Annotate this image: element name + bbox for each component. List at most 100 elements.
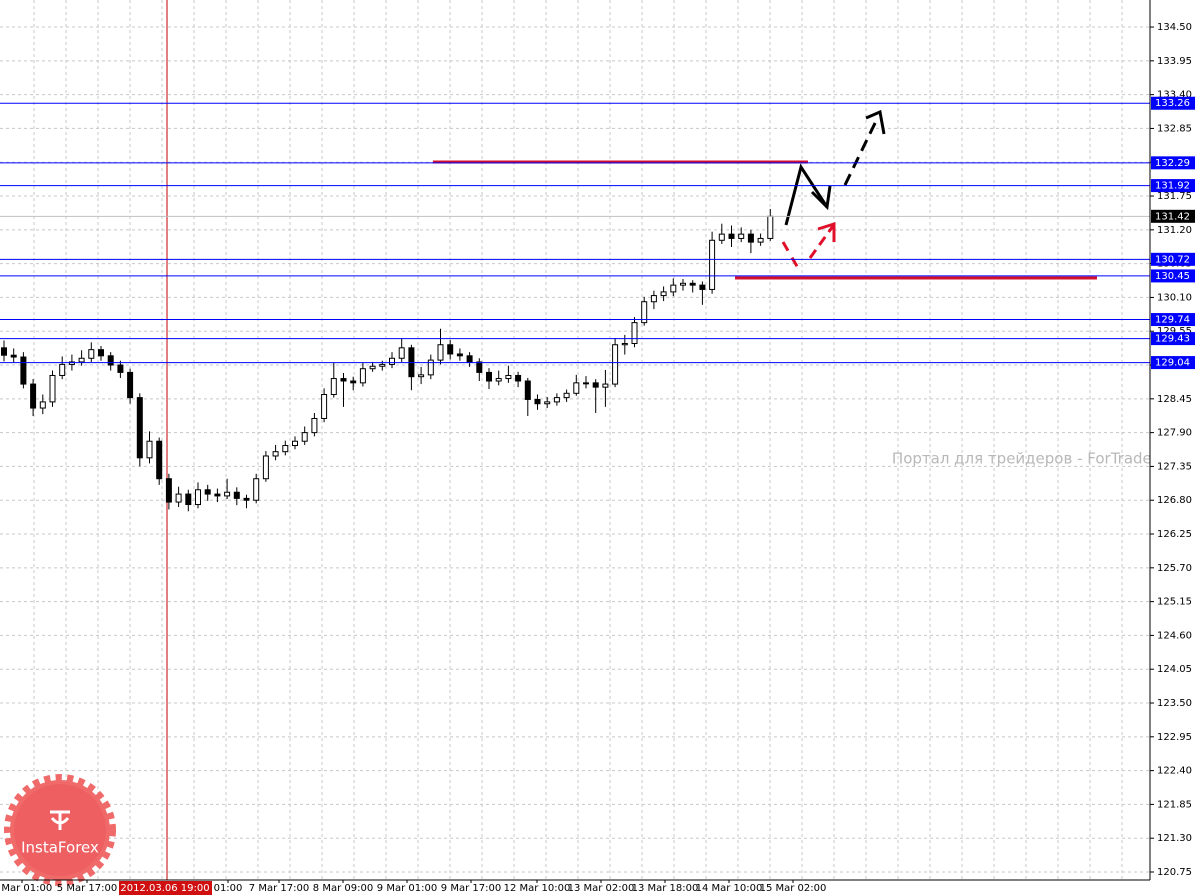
candle-body [262,455,269,480]
candle-body [534,398,541,405]
candle-body [117,364,124,373]
candle-body [583,382,589,385]
candle-body [757,237,764,243]
y-tick-label: 126.25 [1157,529,1192,540]
candle-body [456,353,463,357]
candle-body [233,491,240,499]
alt-arrow [808,225,835,259]
x-tick-label: 8 Mar 09:00 [313,883,373,894]
candle-body [98,349,104,357]
candle-body [505,374,512,380]
y-tick-label: 133.95 [1157,56,1192,67]
candle-body [59,363,66,376]
candle-body [612,344,619,385]
candle-body [670,284,677,293]
candle-body [418,374,425,378]
candle-body [689,282,696,286]
y-tick-label: 127.35 [1157,461,1192,472]
level-label-box [1151,179,1195,193]
watermark: Портал для трейдеров - ForTrader.ru [892,450,1177,468]
candle-body [68,361,75,365]
candles [1,208,774,512]
x-tick-label: 9 Mar 01:00 [377,883,437,894]
level-label: 129.43 [1155,334,1190,345]
y-tick-label: 121.30 [1157,833,1192,844]
levels [0,102,1150,364]
x-tick-label: 13 Mar 18:00 [632,883,699,894]
candle-body [631,322,638,345]
level-label-box [1151,356,1195,370]
level-label: 130.72 [1155,254,1190,265]
y-tick-label: 127.90 [1157,428,1192,439]
candle-body [515,374,522,382]
candle-body [476,361,483,373]
candle-body [718,233,725,241]
candle-body [553,397,560,403]
y-tick-label: 123.50 [1157,698,1192,709]
x-tick-label: 15 Mar 02:00 [760,883,827,894]
x-tick-label: 01:00 [214,883,243,894]
candle-body [544,401,551,405]
level-label-box [1151,269,1195,283]
candle-body [214,493,221,497]
candle-body [767,215,774,239]
candle-body [311,417,318,434]
candle-body [621,343,628,346]
x-tick-label: 5 Mar 01:00 [0,883,52,894]
candle-body [185,493,192,506]
candle-body [292,440,298,447]
candle-body [359,368,366,384]
candle-body [107,355,114,366]
candle-body [282,445,289,453]
candle-body [427,359,434,376]
y-tick-label: 120.75 [1157,867,1192,878]
y-tick-label: 130.10 [1157,292,1192,303]
candle-body [369,365,376,370]
arrow-head [865,109,886,135]
candle-body [1,347,7,356]
candle-body [592,382,599,388]
candle-body [39,401,46,409]
candle-body [486,371,492,382]
candle-body [447,344,454,355]
candle-body [728,233,735,239]
y-tick-label: 132.85 [1157,123,1192,134]
candle-body [602,383,609,388]
candle-body [660,291,667,297]
level-label-box [1151,252,1195,266]
crosshair-box [119,881,212,895]
y-tick-label: 121.85 [1157,799,1192,810]
x-tick-label: 12 Mar 10:00 [504,883,571,894]
level-label: 130.45 [1155,271,1190,282]
candle-body [641,301,648,324]
y-tick-label: 133.40 [1157,90,1192,101]
candle-body [340,378,347,382]
candle-body [146,440,153,459]
candle-body [573,382,580,394]
logo: InstaForex [4,774,116,886]
arrow-head [810,185,832,211]
x-tick-label: 5 Mar 17:00 [57,883,117,894]
logo-icon [50,810,70,830]
arrow-head [817,221,836,242]
candle-body [738,233,745,239]
logo-text: InstaForex [21,839,99,857]
candle-body [437,344,444,361]
candle-body [165,478,172,503]
candle-body [524,380,531,400]
level-label: 133.26 [1155,98,1190,109]
y-tick-label: 131.20 [1157,225,1192,236]
candle-body [272,451,279,457]
candle-body [495,378,502,382]
candle-body [30,383,37,409]
grid [0,0,1150,880]
level-label: 132.29 [1155,158,1190,169]
y-tick-label: 125.70 [1157,563,1192,574]
candle-body [20,356,27,385]
forecast-arrow [784,163,829,226]
y-tick-label: 124.05 [1157,664,1192,675]
candle-body [389,357,395,365]
candle-body [253,478,260,501]
y-tick-label: 134.50 [1157,22,1192,33]
x-tick-label: 14 Mar 10:00 [696,883,763,894]
